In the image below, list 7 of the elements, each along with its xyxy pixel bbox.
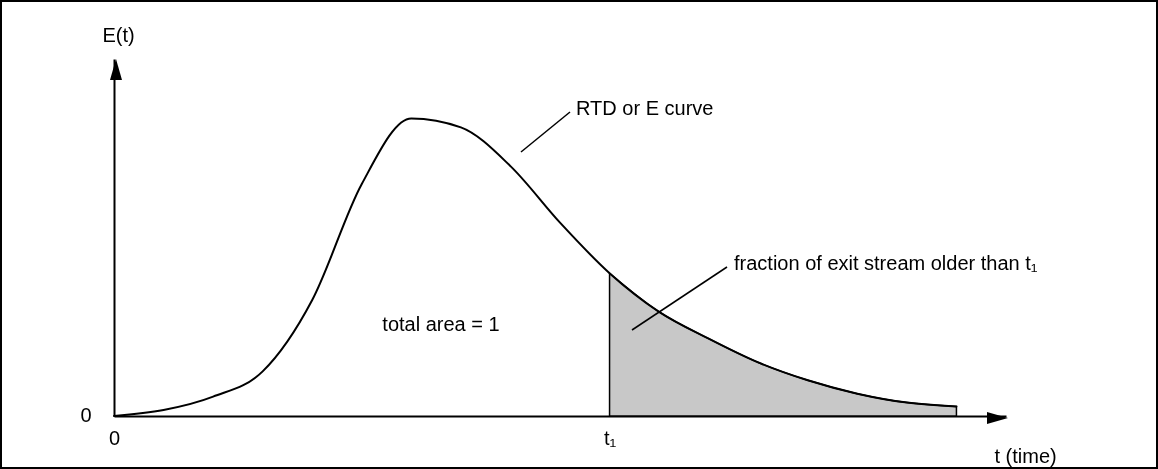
text: 0	[80, 404, 92, 426]
annotation: total area = 1	[382, 313, 500, 335]
annotation: fraction of exit stream older than t₁	[734, 252, 1038, 274]
x-tick-label: t₁	[603, 426, 617, 449]
y-axis-title: E(t)	[102, 23, 135, 46]
x-axis-title: t (time)	[994, 444, 1057, 467]
annotation: RTD or E curve	[576, 97, 714, 119]
